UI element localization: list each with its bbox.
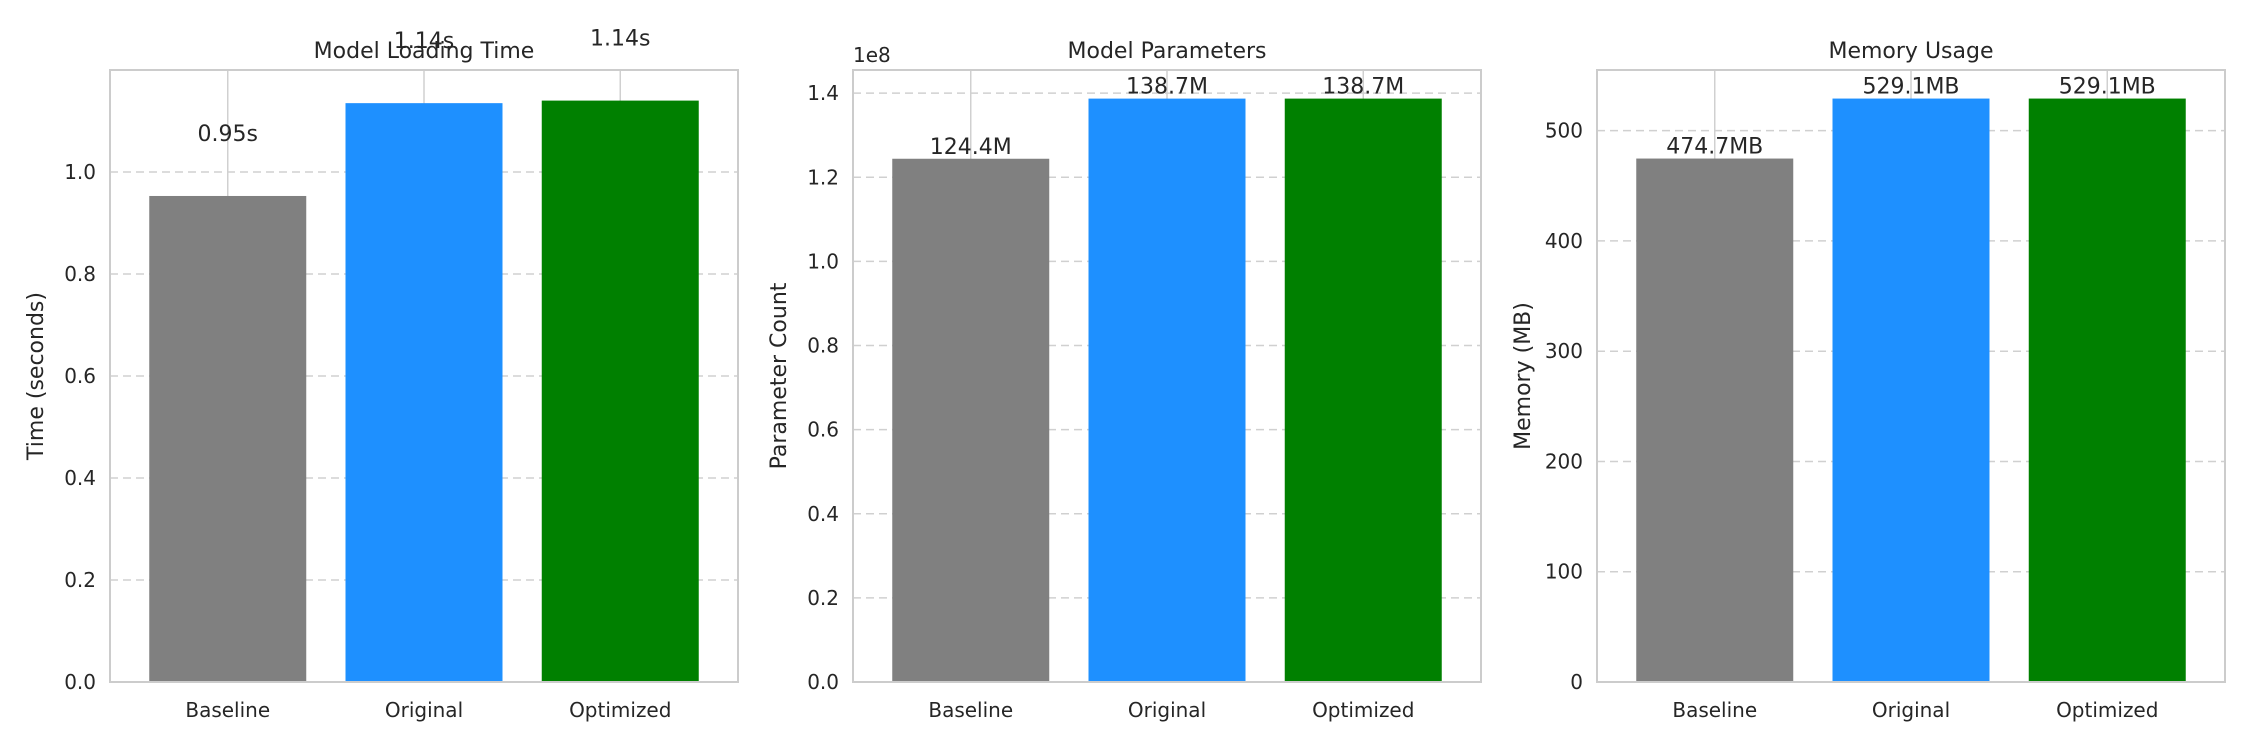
y-tick-label: 1.0 bbox=[807, 249, 839, 273]
data-label: 1.14s bbox=[590, 27, 650, 52]
y-axis-label: Parameter Count bbox=[767, 282, 792, 469]
y-tick-label: 400 bbox=[1545, 229, 1583, 253]
x-tick-label: Baseline bbox=[928, 698, 1013, 722]
bar-optimized bbox=[1284, 98, 1442, 683]
bar-optimized bbox=[2028, 98, 2186, 682]
chart-title: Memory Usage bbox=[1828, 39, 1993, 64]
bar-optimized bbox=[541, 100, 699, 683]
plot-frame bbox=[109, 69, 739, 683]
y-tick-label: 0.2 bbox=[64, 568, 96, 592]
y-axis-label: Time (seconds) bbox=[24, 292, 49, 461]
x-tick-label: Optimized bbox=[569, 698, 671, 722]
y-tick-label: 100 bbox=[1545, 560, 1583, 584]
x-tick-label: Original bbox=[1128, 698, 1206, 722]
y-tick-label: 0.8 bbox=[64, 262, 96, 286]
data-label: 474.7MB bbox=[1666, 135, 1763, 160]
x-tick-label: Optimized bbox=[1312, 698, 1414, 722]
y-tick-label: 0.4 bbox=[807, 502, 839, 526]
bar-baseline bbox=[892, 158, 1050, 683]
y-axis-label: Memory (MB) bbox=[1511, 302, 1536, 450]
chart-title: Model Loading Time bbox=[314, 39, 535, 64]
data-label: 529.1MB bbox=[1862, 75, 1959, 100]
data-label: 124.4M bbox=[930, 135, 1012, 160]
y-tick-label: 200 bbox=[1545, 449, 1583, 473]
chart-panel-1: 0.95s 1.14s 1.14s 0.0 0.2 0.4 0.6 0.8 1.0 Baselin… bbox=[24, 27, 739, 722]
y-tick-label: 0.2 bbox=[807, 586, 839, 610]
x-tick-label: Baseline bbox=[1672, 698, 1757, 722]
y-tick-label: 1.0 bbox=[64, 160, 96, 184]
bar-baseline bbox=[1636, 158, 1794, 683]
y-tick-label: 300 bbox=[1545, 339, 1583, 363]
y-tick-label: 1.4 bbox=[807, 81, 839, 105]
y-tick-label: 0.0 bbox=[64, 670, 96, 694]
y-tick-label: 0.0 bbox=[807, 670, 839, 694]
plot-frame bbox=[1596, 69, 2226, 683]
data-label: 0.95s bbox=[198, 122, 258, 147]
y-tick-label: 1.2 bbox=[807, 165, 839, 189]
bar-baseline bbox=[149, 195, 307, 682]
data-label: 1.14s bbox=[394, 29, 454, 54]
bar-original bbox=[345, 103, 503, 682]
x-tick-label: Baseline bbox=[185, 698, 270, 722]
y-tick-label: 500 bbox=[1545, 119, 1583, 143]
axis-offset-label: 1e8 bbox=[853, 43, 891, 67]
x-tick-label: Original bbox=[385, 698, 463, 722]
plot-frame bbox=[852, 69, 1482, 683]
y-tick-label: 0.6 bbox=[807, 418, 839, 442]
data-label: 529.1MB bbox=[2059, 75, 2156, 100]
chart-panel-2: 124.4M 138.7M 138.7M 0.0 0.2 0.4 0.6 0.8 1.0 1.2 1… bbox=[767, 39, 1482, 722]
y-tick-label: 0.4 bbox=[64, 466, 96, 490]
x-tick-label: Optimized bbox=[2056, 698, 2158, 722]
chart-title: Model Parameters bbox=[1068, 39, 1267, 64]
data-label: 138.7M bbox=[1322, 75, 1404, 100]
bar-original bbox=[1088, 98, 1246, 683]
y-tick-label: 0.8 bbox=[807, 334, 839, 358]
x-tick-label: Original bbox=[1872, 698, 1950, 722]
data-label: 138.7M bbox=[1126, 75, 1208, 100]
y-tick-label: 0 bbox=[1570, 670, 1583, 694]
bar-original bbox=[1832, 98, 1990, 682]
chart-panel-3: 474.7MB 529.1MB 529.1MB 0 100 200 300 400 500 Bas… bbox=[1511, 39, 2226, 722]
y-tick-label: 0.6 bbox=[64, 364, 96, 388]
